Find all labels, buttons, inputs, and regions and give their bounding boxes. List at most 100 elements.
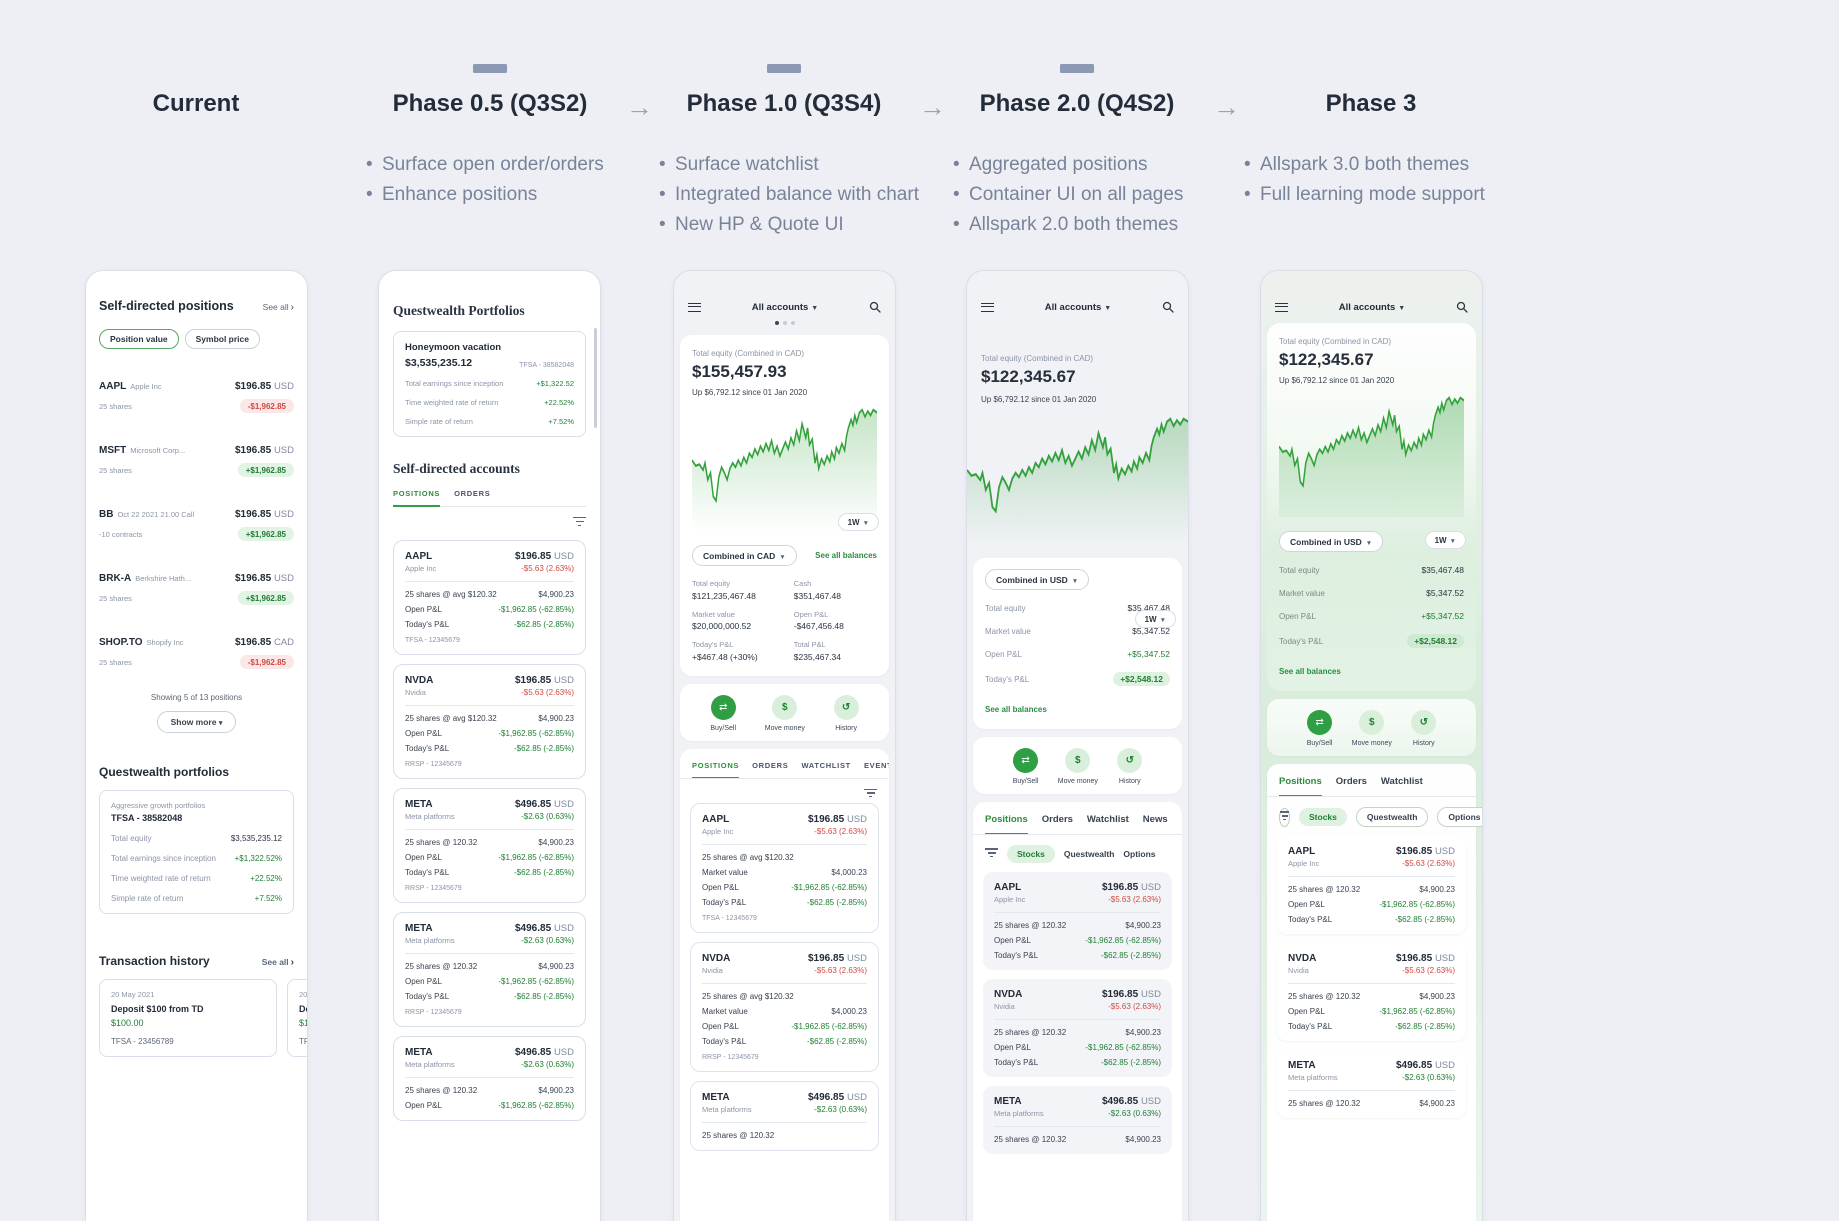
buy-sell-button[interactable]: ⇄ Buy/Sell — [1307, 710, 1332, 747]
position-row[interactable]: BB Oct 22 2021 21.00 Call $196.85 USD -10… — [99, 504, 294, 541]
account-selector[interactable]: All accounts ▼ — [1044, 301, 1112, 313]
chevron-down-icon: ▼ — [1104, 304, 1112, 312]
filter-icon[interactable] — [573, 517, 586, 526]
see-all-balances-link[interactable]: See all balances — [985, 705, 1047, 714]
position-row[interactable]: BRK-A Berkshire Hath... $196.85 USD 25 sh… — [99, 568, 294, 605]
position-card[interactable]: AAPL $196.85 USD Apple Inc -$5.63 (2.63%) … — [393, 539, 586, 655]
tab-positions[interactable]: POSITIONS — [692, 761, 740, 778]
balance-cell: Open P&L -$467,456.48 — [793, 609, 844, 632]
scrollbar[interactable] — [594, 328, 597, 428]
menu-icon[interactable] — [1275, 302, 1288, 312]
currency-selector[interactable]: Combined in USD ▼ — [985, 569, 1090, 590]
chip-options[interactable]: Options — [1437, 807, 1482, 827]
history-clock-icon: ↺ — [1125, 755, 1134, 766]
currency-selector[interactable]: Combined in USD ▼ — [1279, 531, 1384, 552]
tab-events[interactable]: EVENTS — [863, 760, 889, 770]
move-money-button[interactable]: $ Move money — [1352, 710, 1392, 747]
move-money-button[interactable]: $ Move money — [765, 694, 805, 732]
see-all-link[interactable]: See all › — [262, 302, 294, 313]
tab-orders[interactable]: ORDERS — [454, 489, 491, 498]
portfolio-type: Aggressive growth portfolios — [111, 801, 206, 810]
filter-chip-symbol-price[interactable]: Symbol price — [184, 329, 261, 349]
account-selector[interactable]: All accounts ▼ — [1338, 301, 1406, 313]
position-card[interactable]: META $496.85 USD Meta platforms -$2.63 (0.… — [393, 1035, 586, 1121]
history-button[interactable]: ↺ History — [1117, 748, 1143, 785]
bullet-text: Integrated balance with chart — [675, 184, 919, 205]
pl-badge: -$1,962.85 — [239, 655, 294, 669]
transaction-card[interactable]: 20 May 2021 Deposit $100 from TD $100.00… — [287, 979, 307, 1057]
filter-icon[interactable] — [1279, 807, 1290, 827]
chevron-down-icon: ▾ — [218, 720, 223, 727]
buy-sell-button[interactable]: ⇄ Buy/Sell — [1013, 748, 1038, 785]
phase3-bullets: • Allspark 3.0 both themes • Full learning… — [1244, 150, 1534, 210]
phase20-bullets: • Aggregated positions • Container UI on a… — [953, 150, 1243, 240]
tab-positions[interactable]: Positions — [1279, 776, 1322, 796]
history-button[interactable]: ↺ History — [1411, 710, 1437, 747]
chip-stocks[interactable]: Stocks — [1007, 845, 1055, 863]
arrow-icon: → — [919, 92, 946, 122]
position-card[interactable]: NVDA $196.85 USD Nvidia -$5.63 (2.63%) 25 … — [690, 942, 879, 1073]
currency-selector[interactable]: Combined in CAD ▼ — [692, 545, 797, 566]
tab-positions[interactable]: POSITIONS — [393, 489, 441, 507]
dollar-icon: $ — [1369, 717, 1375, 728]
menu-icon[interactable] — [688, 302, 701, 312]
tab-watchlist[interactable]: Watchlist — [1380, 776, 1423, 787]
position-card[interactable]: AAPL $196.85 USD Apple Inc -$5.63 (2.63%) … — [983, 872, 1172, 970]
position-card[interactable]: META $496.85 USD Meta platforms -$2.63 (0.… — [983, 1086, 1172, 1154]
chevron-down-icon: ▼ — [1071, 577, 1079, 585]
account-selector[interactable]: All accounts ▼ — [751, 301, 819, 313]
position-card[interactable]: META $496.85 USD Meta platforms -$2.63 (0.… — [690, 1081, 879, 1152]
chevron-down-icon: ▼ — [1449, 537, 1456, 545]
tab-orders[interactable]: ORDERS — [752, 760, 789, 770]
chip-stocks[interactable]: Stocks — [1299, 808, 1347, 826]
show-more-button[interactable]: Show more ▾ — [156, 711, 237, 733]
filter-icon[interactable] — [864, 788, 877, 798]
position-row[interactable]: MSFT Microsoft Corp... $196.85 USD 25 sha… — [99, 440, 294, 477]
equity-chart — [967, 417, 1188, 544]
quick-actions-card: ⇄ Buy/Sell $ Move money ↺ History — [1267, 699, 1476, 756]
search-icon[interactable] — [1162, 301, 1174, 313]
bullet-text: Container UI on all pages — [969, 184, 1184, 205]
range-selector[interactable]: 1W ▼ — [1134, 610, 1176, 628]
position-card[interactable]: META $496.85 USD Meta platforms -$2.63 (0.… — [1277, 1050, 1466, 1118]
position-card[interactable]: NVDA $196.85 USD Nvidia -$5.63 (2.63%) 25 … — [983, 979, 1172, 1077]
tab-watchlist[interactable]: WATCHLIST — [801, 760, 851, 770]
search-icon[interactable] — [1456, 301, 1468, 313]
search-icon[interactable] — [869, 301, 881, 313]
range-selector[interactable]: 1W ▼ — [1424, 531, 1466, 549]
equity-card: Total equity (Combined in CAD) $155,457.… — [680, 335, 889, 676]
tab-orders[interactable]: Orders — [1335, 776, 1367, 787]
range-selector[interactable]: 1W ▼ — [837, 513, 879, 531]
questwealth-card[interactable]: Honeymoon vacation $3,535,235.12 TFSA - … — [393, 331, 586, 437]
history-button[interactable]: ↺ History — [833, 694, 859, 732]
tab-news[interactable]: News — [1142, 814, 1168, 825]
see-all-balances-link[interactable]: See all balances — [1279, 667, 1341, 676]
position-card[interactable]: META $496.85 USD Meta platforms -$2.63 (0.… — [393, 787, 586, 903]
transaction-card[interactable]: 20 May 2021 Deposit $100 from TD $100.00… — [99, 979, 277, 1057]
bullet-text: Surface open order/orders — [382, 154, 604, 175]
position-card[interactable]: NVDA $196.85 USD Nvidia -$5.63 (2.63%) 25 … — [1277, 943, 1466, 1041]
position-card[interactable]: AAPL $196.85 USD Apple Inc -$5.63 (2.63%) … — [1277, 836, 1466, 934]
balance-cell: Today's P&L +$467.48 (+30%) — [692, 640, 758, 662]
chevron-down-icon: ▼ — [862, 519, 869, 527]
see-all-link[interactable]: See all › — [261, 957, 294, 968]
questwealth-card[interactable]: Aggressive growth portfolios TFSA - 3858… — [99, 790, 294, 914]
buy-sell-button[interactable]: ⇄ Buy/Sell — [710, 694, 736, 732]
equity-chart — [692, 408, 877, 533]
filter-chip-position-value[interactable]: Position value — [99, 329, 179, 349]
menu-icon[interactable] — [981, 302, 994, 312]
filter-icon[interactable] — [985, 848, 998, 859]
position-row[interactable]: AAPL Apple Inc $196.85 USD 25 shares -$1,9… — [99, 376, 294, 413]
tab-orders[interactable]: Orders — [1041, 814, 1073, 825]
chip-questwealth[interactable]: Questwealth — [1063, 849, 1115, 859]
position-card[interactable]: NVDA $196.85 USD Nvidia -$5.63 (2.63%) 25 … — [393, 663, 586, 779]
chip-options[interactable]: Options — [1123, 849, 1156, 859]
see-all-balances-link[interactable]: See all balances — [815, 551, 877, 560]
tab-watchlist[interactable]: Watchlist — [1086, 814, 1129, 825]
chip-questwealth[interactable]: Questwealth — [1355, 807, 1429, 827]
move-money-button[interactable]: $ Move money — [1058, 748, 1098, 785]
position-row[interactable]: SHOP.TO Shopify Inc $196.85 CAD 25 shares… — [99, 632, 294, 669]
position-card[interactable]: META $496.85 USD Meta platforms -$2.63 (0.… — [393, 911, 586, 1027]
position-card[interactable]: AAPL $196.85 USD Apple Inc -$5.63 (2.63%) … — [690, 803, 879, 934]
tab-positions[interactable]: Positions — [985, 814, 1028, 834]
